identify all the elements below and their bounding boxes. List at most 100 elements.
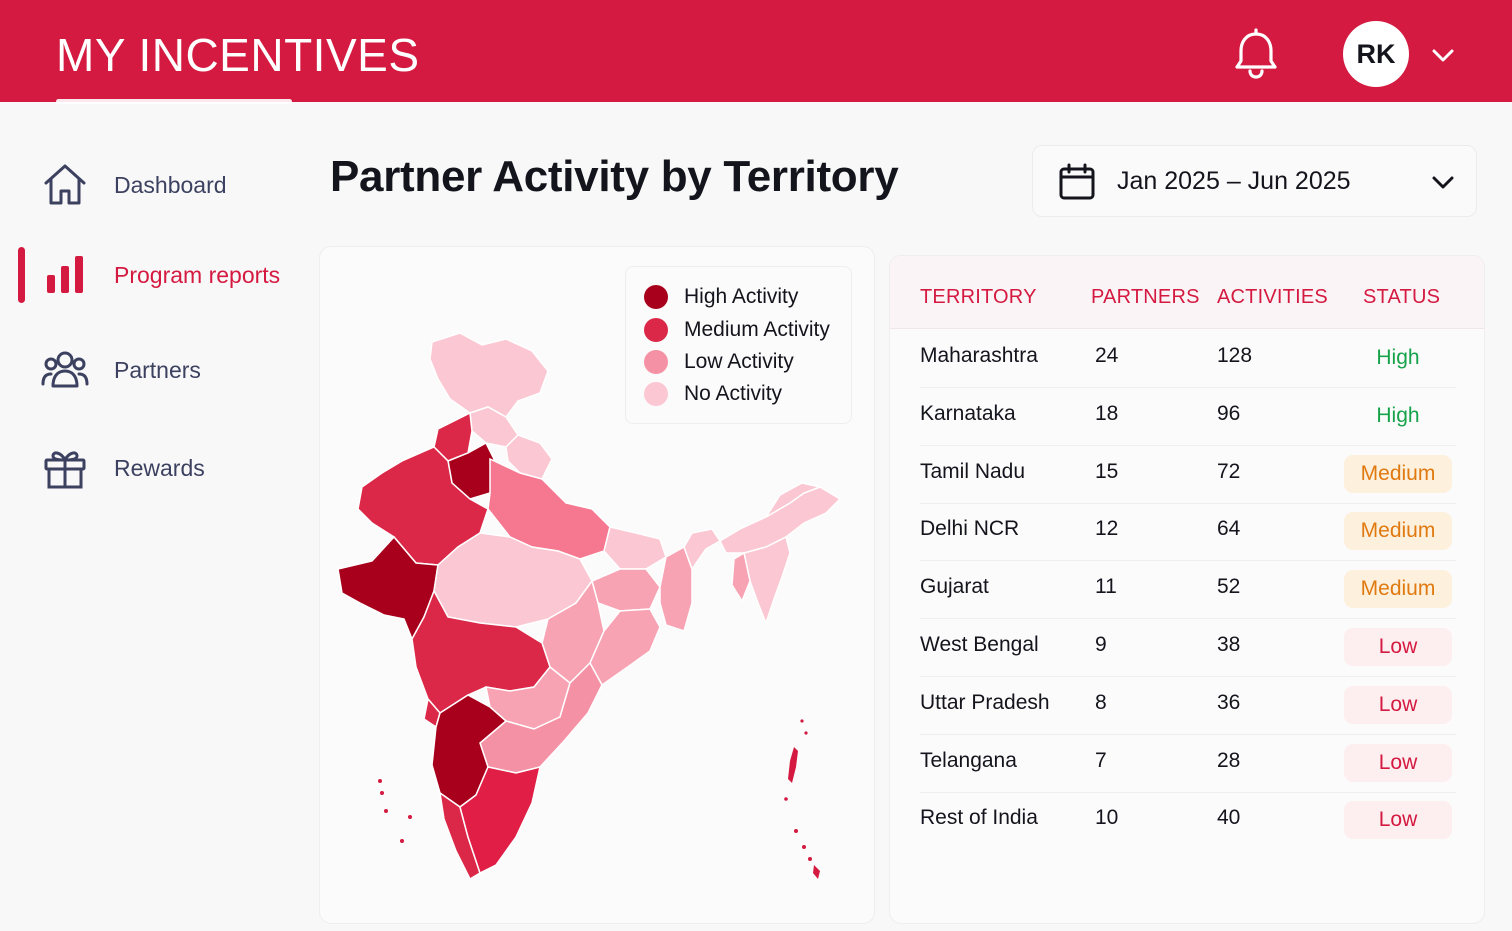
- territory-map-card: High Activity Medium Activity Low Activi…: [319, 246, 875, 924]
- chevron-down-icon[interactable]: [1430, 42, 1456, 68]
- territory-cell: Telangana: [920, 748, 1017, 772]
- region-arunachal: [765, 482, 823, 518]
- status-badge: Medium: [1344, 512, 1452, 551]
- territory-cell: Gujarat: [920, 575, 989, 599]
- table-row[interactable]: West Bengal 9 38 Low: [890, 619, 1484, 677]
- row-divider: [920, 387, 1456, 388]
- sidebar-item-label: Rewards: [114, 454, 205, 481]
- row-divider: [920, 618, 1456, 620]
- legend-item-high: High Activity: [644, 283, 798, 311]
- legend-item-none: No Activity: [644, 380, 782, 408]
- map-legend: High Activity Medium Activity Low Activi…: [625, 266, 852, 424]
- activities-cell: 64: [1217, 517, 1241, 541]
- column-header-activities[interactable]: ACTIVITIES: [1217, 286, 1328, 308]
- bell-icon[interactable]: [1232, 28, 1280, 80]
- column-header-partners[interactable]: PARTNERS: [1091, 286, 1200, 308]
- status-badge: Low: [1344, 685, 1452, 724]
- status-badge: Low: [1344, 743, 1452, 782]
- row-divider: [920, 560, 1456, 562]
- territory-table: TERRITORY PARTNERS ACTIVITIES STATUS Mah…: [889, 255, 1485, 924]
- sidebar-item-label: Dashboard: [114, 171, 227, 198]
- status-badge: Medium: [1344, 570, 1452, 609]
- table-row[interactable]: Rest of India 10 40 Low: [890, 792, 1484, 850]
- home-icon: [40, 160, 90, 210]
- territory-cell: Delhi NCR: [920, 517, 1020, 541]
- table-header: TERRITORY PARTNERS ACTIVITIES STATUS: [890, 256, 1484, 329]
- region-jammu-kashmir: [429, 332, 549, 418]
- activities-cell: 72: [1217, 459, 1241, 483]
- territory-cell: Karnataka: [920, 401, 1016, 425]
- region-northeast-south: [743, 535, 791, 626]
- table-row[interactable]: Maharashtra 24 128 High: [890, 330, 1484, 388]
- legend-swatch: [644, 350, 668, 374]
- region-west-bengal: [659, 545, 693, 632]
- region-jharkhand: [591, 568, 661, 612]
- sidebar-item-label: Program reports: [114, 261, 281, 288]
- title-underline: [56, 99, 292, 104]
- table-row[interactable]: Tamil Nadu 15 72 Medium: [890, 446, 1484, 504]
- sidebar-item-dashboard[interactable]: Dashboard: [0, 150, 300, 220]
- table-row[interactable]: Uttar Pradesh 8 36 Low: [890, 677, 1484, 735]
- status-badge: Medium: [1344, 454, 1452, 493]
- partners-cell: 9: [1095, 633, 1107, 656]
- region-tamil-nadu: [459, 765, 541, 875]
- partners-cell: 24: [1095, 344, 1119, 367]
- india-map: [337, 332, 842, 881]
- legend-label: No Activity: [684, 382, 783, 405]
- activities-cell: 52: [1217, 575, 1241, 599]
- table-row[interactable]: Delhi NCR 12 64 Medium: [890, 503, 1484, 562]
- app-title: MY INCENTIVES: [56, 29, 420, 81]
- territory-cell: Tamil Nadu: [920, 459, 1026, 483]
- partners-cell: 7: [1095, 748, 1107, 772]
- legend-swatch: [644, 318, 668, 342]
- sidebar-item-rewards[interactable]: Rewards: [0, 433, 300, 503]
- legend-label: Low Activity: [684, 350, 794, 373]
- region-bihar: [603, 526, 667, 570]
- legend-swatch: [644, 285, 668, 309]
- activities-cell: 96: [1217, 401, 1241, 425]
- row-divider: [920, 502, 1456, 504]
- partners-cell: 11: [1095, 575, 1117, 599]
- activities-cell: 40: [1217, 806, 1241, 830]
- region-uttarakhand: [505, 434, 553, 480]
- activities-cell: 28: [1217, 748, 1241, 772]
- legend-label: Medium Activity: [684, 318, 830, 341]
- gift-icon: [40, 443, 90, 493]
- column-header-territory[interactable]: TERRITORY: [920, 286, 1037, 308]
- calendar-icon: [1057, 162, 1097, 202]
- partners-cell: 18: [1095, 401, 1119, 425]
- date-range-value: Jan 2025 – Jun 2025: [1117, 167, 1351, 195]
- row-divider: [920, 444, 1456, 446]
- activities-cell: 38: [1217, 633, 1241, 656]
- region-sikkim-link: [683, 528, 722, 571]
- table-row[interactable]: Karnataka 18 96 High: [890, 388, 1484, 446]
- column-header-status[interactable]: STATUS: [1363, 286, 1441, 308]
- status-badge: Low: [1344, 801, 1452, 840]
- territory-cell: Maharashtra: [920, 344, 1038, 367]
- row-divider: [920, 733, 1456, 735]
- status-badge: High: [1376, 403, 1420, 427]
- region-uttar-pradesh: [487, 457, 611, 560]
- date-range-picker[interactable]: Jan 2025 – Jun 2025: [1032, 145, 1477, 217]
- table-row[interactable]: Telangana 7 28 Low: [890, 735, 1484, 793]
- partners-cell: 10: [1095, 806, 1119, 830]
- row-divider: [920, 676, 1456, 677]
- table-row[interactable]: Gujarat 11 52 Medium: [890, 561, 1484, 620]
- territory-cell: Rest of India: [920, 806, 1038, 830]
- territory-cell: Uttar Pradesh: [920, 690, 1050, 714]
- sidebar-item-program-reports[interactable]: Program reports: [0, 240, 300, 310]
- status-badge: High: [1376, 346, 1420, 369]
- legend-item-medium: Medium Activity: [644, 316, 830, 344]
- top-bar: MY INCENTIVES RK: [0, 0, 1512, 104]
- activities-cell: 128: [1217, 344, 1253, 367]
- region-karnataka: [431, 694, 508, 808]
- avatar[interactable]: RK: [1343, 21, 1409, 87]
- sidebar-item-partners[interactable]: Partners: [0, 335, 300, 405]
- partners-cell: 8: [1095, 690, 1107, 714]
- bar-chart-icon: [40, 250, 90, 300]
- legend-item-low: Low Activity: [644, 348, 794, 376]
- region-tripura: [731, 551, 751, 603]
- active-indicator: [18, 247, 25, 303]
- row-divider: [920, 791, 1456, 793]
- partners-cell: 12: [1095, 517, 1119, 541]
